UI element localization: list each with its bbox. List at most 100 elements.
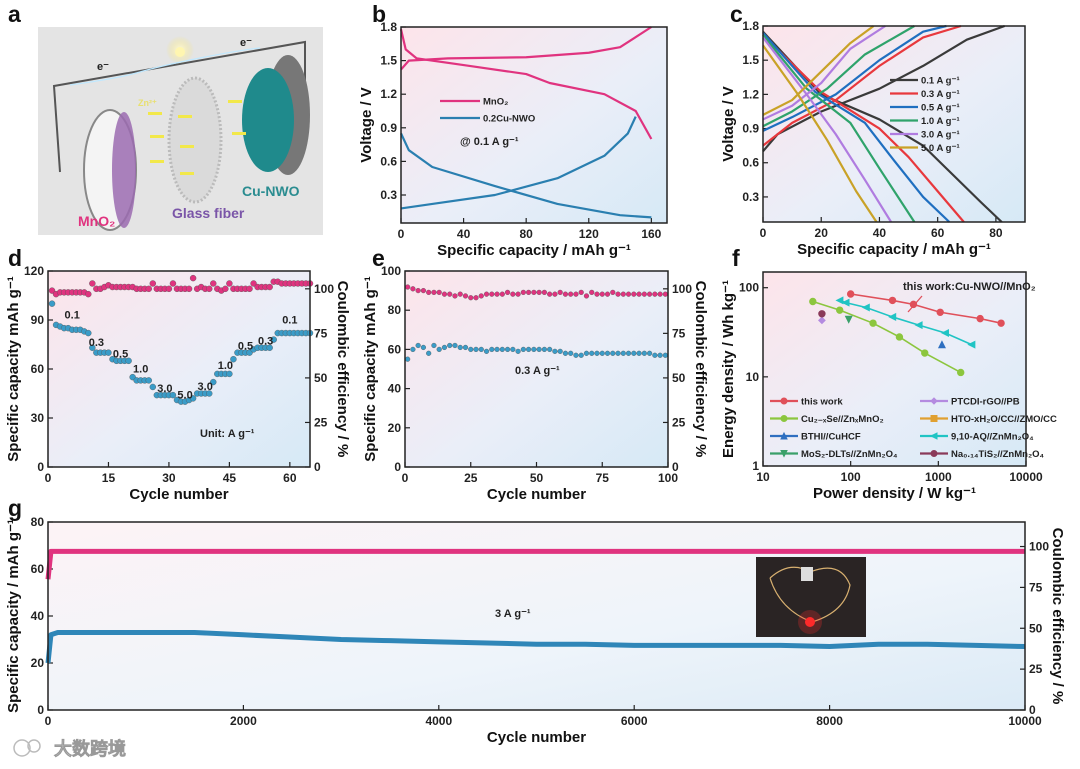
y2-tick-label: 25 <box>672 415 686 429</box>
marker <box>936 308 944 316</box>
series-2 <box>762 24 951 223</box>
data-point <box>504 346 511 353</box>
series-0 <box>405 284 668 301</box>
legend-label: Na₀.₁₄TiS₂//ZnMn₂O₄ <box>951 449 1045 460</box>
series-line <box>762 24 947 132</box>
series-4 <box>762 25 893 223</box>
y-tick-label: 40 <box>388 382 402 396</box>
data-point <box>583 293 590 299</box>
y-tick-label: 30 <box>31 411 45 425</box>
panel-label-c: c <box>730 1 743 27</box>
data-point <box>520 289 526 295</box>
rate-label: 3.0 <box>157 383 172 395</box>
y-tick-label: 40 <box>31 609 45 623</box>
data-point <box>468 295 474 301</box>
data-point <box>631 291 637 297</box>
y-tick-label: 0.9 <box>380 121 397 135</box>
data-point <box>420 344 427 351</box>
led-demo-photo <box>756 557 866 637</box>
x-tick-label: 45 <box>223 471 237 485</box>
chart-c: 0 20 40 60 80 0.3 0.6 0.9 1.2 1.5 1.8 Specific capa… <box>720 19 1026 258</box>
data-point <box>504 289 511 295</box>
data-point <box>452 342 458 349</box>
marker <box>937 340 946 349</box>
data-point <box>515 291 521 297</box>
marker <box>818 310 826 318</box>
current-flow-line <box>69 47 261 86</box>
series-1 <box>48 300 314 405</box>
marker <box>780 415 788 422</box>
y2-axis-title: Coulombic efficiency / % <box>692 281 709 458</box>
rate-label: 0.3 <box>89 337 104 349</box>
data-point <box>562 350 569 356</box>
data-point <box>499 291 505 297</box>
y-tick-label: 1.5 <box>380 54 397 68</box>
data-point <box>447 291 453 297</box>
legend-label: BTHI//CuHCF <box>801 432 861 443</box>
x-tick-label: 15 <box>102 471 116 485</box>
panel-label-e: e <box>372 245 385 271</box>
series-7 <box>818 310 826 318</box>
chart-g: 0 2000 4000 6000 8000 10000020406080025507510… <box>5 515 1066 746</box>
data-point <box>410 346 416 353</box>
data-point <box>662 291 668 297</box>
annotation: this work:Cu-NWO//MnO₂ <box>903 281 1036 293</box>
y-tick-label: 80 <box>31 515 45 529</box>
y-axis-title: Energy density / Wh kg⁻¹ <box>720 280 737 458</box>
marker <box>914 321 923 330</box>
data-point <box>89 280 96 287</box>
y2-tick-label: 75 <box>314 326 328 340</box>
y-axis-title: Voltage / V <box>358 87 375 163</box>
legend-label: 9,10-AQ//ZnMn₂O₄ <box>951 432 1034 443</box>
data-point <box>405 356 411 362</box>
data-point <box>169 391 177 399</box>
series-5 <box>762 25 878 223</box>
plot-area <box>401 27 667 223</box>
data-point <box>604 350 611 356</box>
panel-label-d: d <box>8 245 22 271</box>
legend-item: BTHI//CuHCF <box>770 432 861 443</box>
series-0 <box>45 548 1025 580</box>
y2-tick-label: 25 <box>314 415 328 429</box>
x-tick-label: 10000 <box>1009 470 1043 484</box>
electron-label-right: e⁻ <box>240 37 252 49</box>
x-tick-label: 80 <box>989 226 1003 240</box>
data-point <box>620 350 626 356</box>
series-line <box>762 25 886 121</box>
series-6 <box>835 296 976 349</box>
data-point <box>657 352 663 358</box>
data-point <box>250 280 257 287</box>
data-point <box>662 352 668 358</box>
x-tick-label: 40 <box>457 227 471 241</box>
data-point <box>478 293 484 299</box>
data-point <box>489 346 495 353</box>
x-tick-label: 120 <box>579 227 599 241</box>
watermark-logo-icon-2 <box>27 739 41 753</box>
y2-tick-label: 50 <box>1029 621 1043 635</box>
data-point <box>457 344 463 351</box>
data-point <box>473 295 479 301</box>
legend-label: 0.3 A g⁻¹ <box>921 89 960 100</box>
chart-d: 0 15 30 45 60 0 30 60 90 120 0 25 50 75 100 Cycle numbe… <box>5 264 351 503</box>
glass-fiber-separator <box>167 76 223 204</box>
zinc-ion-label: Zn²⁺ <box>138 98 157 108</box>
data-point <box>568 291 574 297</box>
data-point <box>85 329 92 337</box>
data-point <box>489 291 495 297</box>
y-tick-label: 0.9 <box>742 122 759 136</box>
cu-nwo-label: Cu-NWO <box>242 183 300 199</box>
data-point <box>562 291 569 297</box>
y-tick-label: 1.8 <box>380 20 397 34</box>
y-tick-label: 100 <box>739 281 759 295</box>
data-point <box>499 346 505 353</box>
legend-label: HTO-xH₂O/CC//ZMO/CC <box>951 414 1057 425</box>
data-point <box>478 346 484 353</box>
series-4 <box>818 316 826 325</box>
y-axis-title: Specific capacity mAh g⁻¹ <box>5 276 22 461</box>
data-point <box>494 291 500 297</box>
y2-axis-title: Coulombic efficiency / % <box>334 281 351 458</box>
data-point <box>573 291 579 297</box>
plot-frame <box>762 271 1027 467</box>
x-tick-label: 25 <box>464 471 478 485</box>
